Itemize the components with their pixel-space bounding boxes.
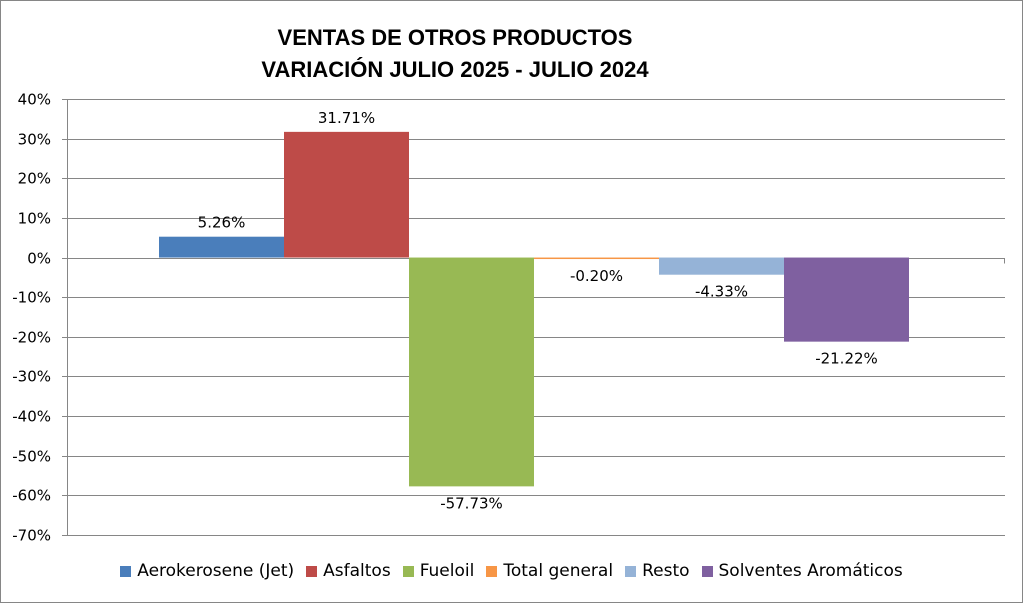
legend-swatch: [120, 565, 132, 577]
legend-item: Asfaltos: [306, 561, 391, 581]
legend-label: Aerokerosene (Jet): [137, 561, 295, 581]
legend-label: Total general: [503, 561, 614, 581]
legend-item: Fueloil: [402, 561, 475, 581]
y-tick-label: 0%: [27, 250, 51, 268]
bar-solventes-arom-ticos: [784, 257, 909, 342]
legend-swatch: [402, 565, 414, 577]
y-tick-label: 20%: [18, 170, 51, 188]
legend-swatch: [701, 565, 713, 577]
data-label: -4.33%: [695, 283, 748, 301]
data-label: 31.71%: [318, 109, 375, 127]
legend-swatch: [306, 565, 318, 577]
legend-item: Total general: [486, 561, 613, 581]
y-tick-label: 40%: [18, 91, 51, 109]
legend-swatch: [486, 565, 498, 577]
bar-fueloil: [409, 257, 534, 487]
chart-title: VENTAS DE OTROS PRODUCTOS VARIACIÓN JULI…: [0, 22, 910, 86]
legend-label: Asfaltos: [323, 561, 391, 581]
legend-label: Fueloil: [419, 561, 475, 581]
data-labels: 5.26% 31.71% -57.73% -0.20% -4.33% -21.22%: [198, 109, 878, 513]
chart-title-line-2: VARIACIÓN JULIO 2025 - JULIO 2024: [261, 57, 649, 82]
y-tick-label: -40%: [12, 408, 51, 426]
bar-aerokerosene-jet: [159, 236, 284, 258]
legend: Aerokerosene (Jet) Asfaltos Fueloil Total g…: [0, 561, 1023, 581]
bar-resto: [659, 257, 784, 275]
y-tick-label: -20%: [12, 329, 51, 347]
bars: [159, 131, 909, 487]
y-tick-label: -60%: [12, 487, 51, 505]
chart-title-line-1: VENTAS DE OTROS PRODUCTOS: [277, 25, 633, 50]
y-tick-label: -70%: [12, 527, 51, 545]
bar-total-general: [534, 257, 659, 260]
data-label: -21.22%: [815, 350, 878, 368]
legend-item: Resto: [625, 561, 690, 581]
legend-item: Solventes Aromáticos: [701, 561, 903, 581]
data-label: -57.73%: [440, 494, 503, 512]
y-tick-label: -10%: [12, 289, 51, 307]
y-tick-label: 30%: [18, 131, 51, 149]
bar-asfaltos: [284, 131, 409, 258]
plot-area: 5.26% 31.71% -57.73% -0.20% -4.33% -21.22% 40…: [12, 91, 1005, 545]
legend-label: Solventes Aromáticos: [718, 561, 903, 581]
gridlines: [67, 99, 1005, 536]
legend-item: Aerokerosene (Jet): [120, 561, 294, 581]
y-tick-label: -30%: [12, 368, 51, 386]
y-tick-label: 10%: [18, 210, 51, 228]
y-tick-label: -50%: [12, 448, 51, 466]
data-label: 5.26%: [198, 214, 246, 232]
legend-swatch: [625, 565, 637, 577]
y-axis-ticks: 40% 30% 20% 10% 0% -10% -20% -30% -40% -50% -60% -7…: [12, 91, 51, 545]
data-label: -0.20%: [570, 267, 623, 285]
legend-label: Resto: [642, 561, 690, 581]
